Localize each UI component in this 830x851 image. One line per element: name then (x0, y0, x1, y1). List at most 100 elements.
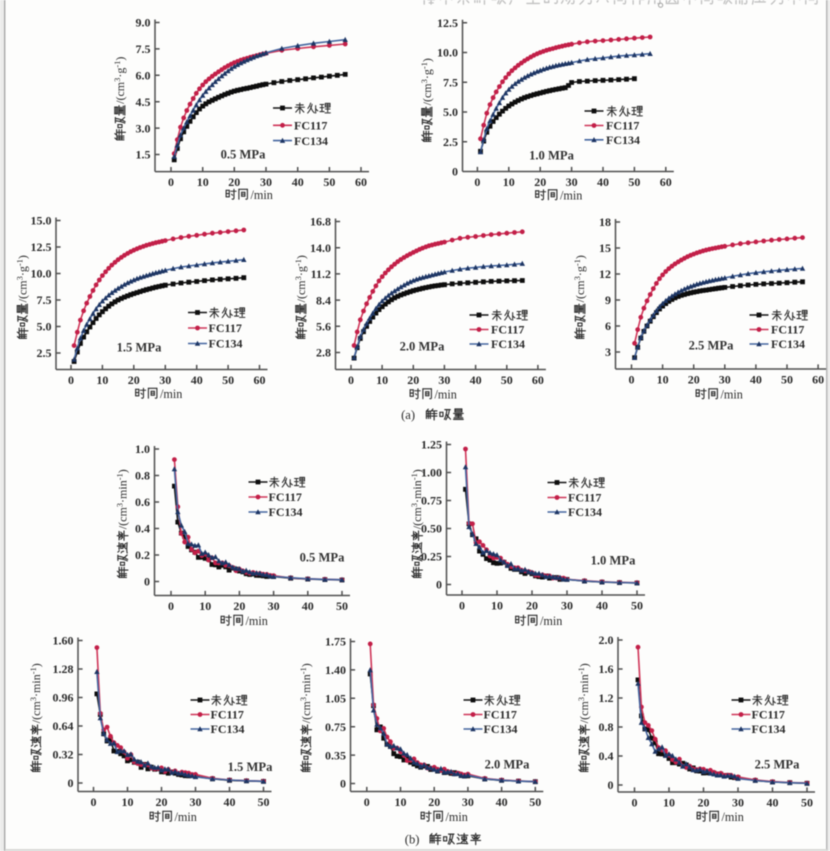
svg-text:30: 30 (159, 373, 171, 387)
svg-text:20: 20 (526, 599, 538, 613)
svg-text:4.5: 4.5 (136, 95, 151, 109)
svg-text:50: 50 (258, 795, 270, 809)
svg-text:1.40: 1.40 (325, 663, 346, 677)
svg-text:(a): (a) (401, 408, 415, 422)
svg-text:/min: /min (540, 614, 562, 628)
svg-text:1.0 MPa: 1.0 MPa (591, 554, 636, 568)
svg-text:50: 50 (501, 373, 513, 387)
svg-text:40: 40 (224, 795, 236, 809)
svg-text:/min: /min (160, 387, 182, 401)
svg-text:FC117: FC117 (484, 708, 517, 722)
svg-text:10: 10 (491, 599, 503, 613)
svg-text:FC117: FC117 (269, 490, 302, 504)
svg-text:/(cm3·g-1): /(cm3·g-1) (112, 57, 127, 104)
svg-text:11.2: 11.2 (311, 267, 331, 281)
svg-text:40: 40 (767, 796, 779, 810)
svg-text:30: 30 (732, 796, 744, 810)
svg-text:40: 40 (292, 175, 304, 189)
svg-text:0: 0 (348, 373, 354, 387)
svg-text:/(cm3·min-1): /(cm3·min-1) (409, 469, 424, 529)
svg-text:/min: /min (435, 388, 457, 402)
svg-text:30: 30 (268, 599, 280, 613)
svg-text:FC117: FC117 (752, 708, 785, 722)
svg-text:1.75: 1.75 (325, 635, 346, 649)
svg-text:0.35: 0.35 (325, 748, 346, 762)
svg-text:0: 0 (474, 175, 480, 189)
svg-text:30: 30 (438, 373, 450, 387)
svg-text:0.75: 0.75 (325, 720, 346, 734)
svg-text:2.0: 2.0 (599, 633, 614, 647)
svg-text:30: 30 (462, 795, 474, 809)
svg-text:FC134: FC134 (606, 133, 640, 147)
svg-text:60: 60 (355, 175, 367, 189)
svg-text:3: 3 (605, 345, 611, 359)
svg-text:60: 60 (812, 373, 824, 387)
svg-text:0.8: 0.8 (599, 720, 614, 734)
svg-text:FC134: FC134 (771, 337, 805, 351)
svg-text:/(cm3·min-1): /(cm3·min-1) (28, 663, 43, 723)
svg-text:0.5 MPa: 0.5 MPa (300, 551, 345, 565)
svg-text:20: 20 (688, 373, 700, 387)
svg-text:30: 30 (719, 373, 731, 387)
svg-text:0: 0 (436, 578, 442, 592)
svg-text:20: 20 (407, 373, 419, 387)
svg-text:1.6: 1.6 (599, 662, 614, 676)
svg-text:6: 6 (605, 319, 611, 333)
svg-text:30: 30 (566, 175, 578, 189)
svg-text:15.0: 15.0 (31, 214, 52, 228)
svg-text:/min: /min (722, 810, 744, 824)
svg-text:/(cm3·g-1): /(cm3·g-1) (572, 255, 587, 302)
svg-text:40: 40 (302, 599, 314, 613)
svg-text:0.4: 0.4 (599, 749, 614, 763)
svg-text:0.2: 0.2 (135, 548, 150, 562)
svg-text:0.5 MPa: 0.5 MPa (221, 148, 266, 162)
svg-text:FC134: FC134 (209, 337, 243, 351)
svg-text:FC117: FC117 (771, 323, 804, 337)
svg-text:2.5 MPa: 2.5 MPa (755, 758, 800, 772)
svg-text:10: 10 (96, 373, 108, 387)
svg-text:/(cm3·g-1): /(cm3·g-1) (15, 255, 30, 302)
svg-text:0: 0 (459, 599, 465, 613)
svg-text:10: 10 (395, 795, 407, 809)
svg-text:(b): (b) (405, 833, 420, 847)
svg-text:0.32: 0.32 (53, 748, 74, 762)
svg-text:/min: /min (560, 189, 582, 203)
svg-text:1.5 MPa: 1.5 MPa (117, 341, 162, 355)
svg-text:60: 60 (660, 175, 672, 189)
svg-text:0: 0 (168, 175, 174, 189)
svg-text:2.5 MPa: 2.5 MPa (689, 339, 734, 353)
svg-text:50: 50 (801, 796, 813, 810)
svg-text:1.5 MPa: 1.5 MPa (228, 760, 273, 774)
svg-text:20: 20 (128, 373, 140, 387)
svg-text:18: 18 (599, 215, 611, 229)
svg-text:1.0 MPa: 1.0 MPa (529, 149, 574, 163)
svg-text:20: 20 (698, 796, 710, 810)
svg-text:30: 30 (561, 599, 573, 613)
svg-text:10: 10 (503, 175, 515, 189)
svg-text:20: 20 (233, 599, 245, 613)
svg-text:1.25: 1.25 (421, 438, 442, 452)
svg-text:50: 50 (631, 599, 643, 613)
svg-text:FC117: FC117 (211, 708, 244, 722)
svg-text:0: 0 (608, 778, 614, 792)
svg-text:0.64: 0.64 (53, 719, 74, 733)
svg-text:40: 40 (470, 373, 482, 387)
svg-text:FC117: FC117 (606, 119, 639, 133)
svg-text:/(cm3·g-1): /(cm3·g-1) (293, 255, 308, 302)
svg-text:15: 15 (599, 241, 611, 255)
svg-text:3.0: 3.0 (136, 121, 151, 135)
svg-text:50: 50 (781, 373, 793, 387)
svg-text:0: 0 (364, 795, 370, 809)
svg-text:20: 20 (534, 175, 546, 189)
svg-text:1.00: 1.00 (421, 466, 442, 480)
svg-text:FC117: FC117 (294, 119, 327, 133)
svg-text:FC134: FC134 (211, 722, 245, 736)
svg-text:/min: /min (246, 614, 268, 628)
svg-text:12.5: 12.5 (31, 240, 52, 254)
svg-text:0.6: 0.6 (135, 495, 150, 509)
svg-text:10: 10 (376, 373, 388, 387)
svg-text:40: 40 (596, 599, 608, 613)
svg-text:0: 0 (91, 795, 97, 809)
svg-text:/min: /min (175, 810, 197, 824)
svg-text:0: 0 (629, 373, 635, 387)
